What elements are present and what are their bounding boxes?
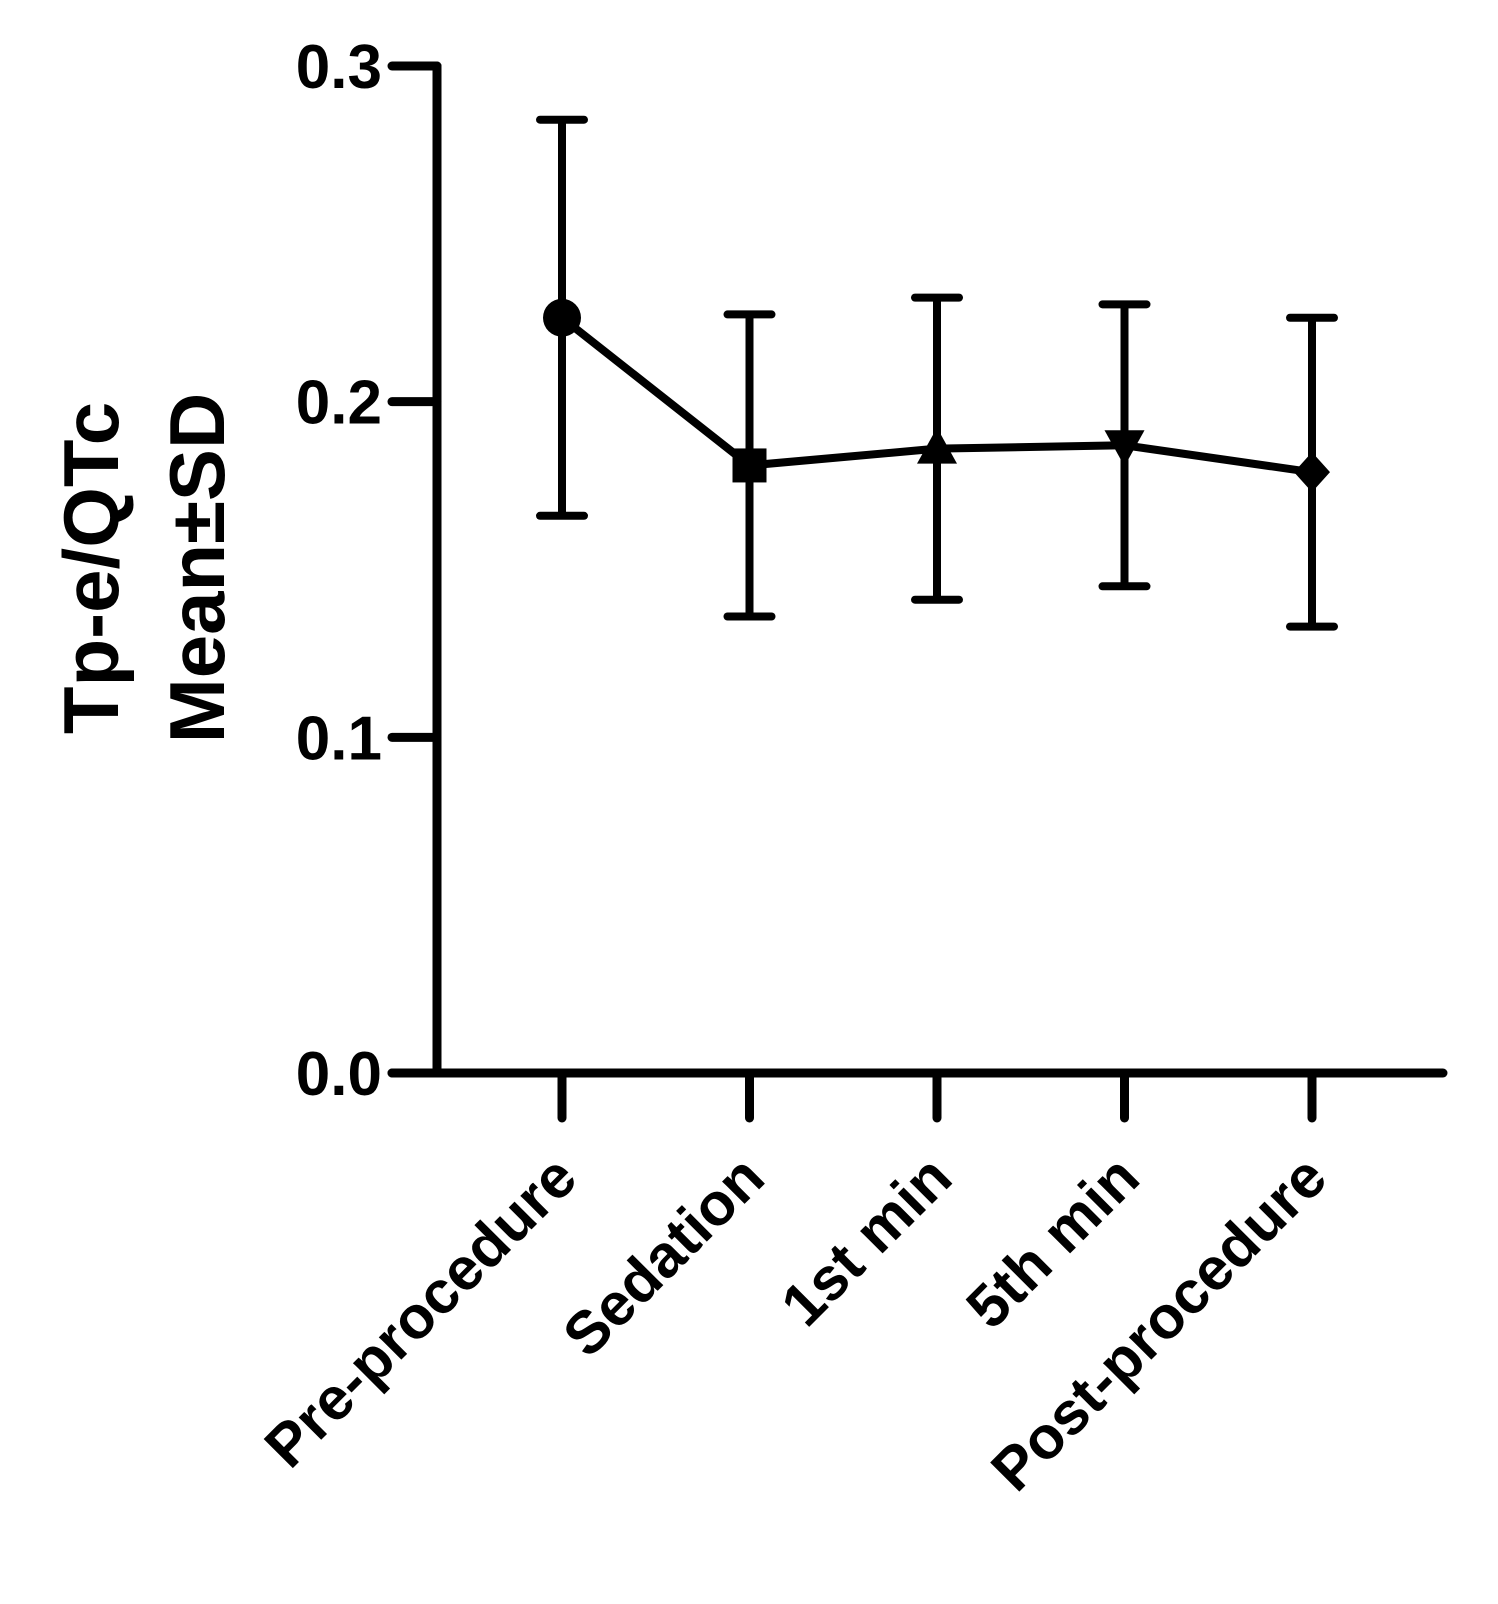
y-axis-title-line-2: Mean±SD — [153, 393, 241, 744]
x-tick-label-1: Sedation — [550, 1143, 777, 1370]
y-tick-label-1: 0.1 — [296, 704, 382, 773]
y-tick-label-2: 0.2 — [296, 369, 382, 438]
x-tick-label-2: 1st min — [768, 1143, 964, 1339]
data-point-0-circle — [543, 298, 581, 337]
data-markers — [543, 298, 1330, 493]
y-ticks: 0.0 0.1 0.2 0.3 — [296, 33, 442, 1109]
data-point-4-diamond — [1294, 452, 1330, 493]
data-point-1-square — [732, 448, 767, 483]
x-tick-label-0: Pre-procedure — [252, 1143, 589, 1480]
data-point-3-triangle-down — [1104, 430, 1145, 467]
data-point-2-triangle-up — [917, 427, 957, 464]
axes — [387, 61, 1448, 1078]
y-tick-label-0: 0.0 — [296, 1040, 382, 1109]
x-tick-label-4: Post-procedure — [978, 1143, 1339, 1504]
y-axis-title: Tp-e/QTc Mean±SD — [47, 393, 241, 744]
error-bars — [536, 115, 1338, 631]
y-tick-label-3: 0.3 — [296, 33, 382, 102]
y-axis-title-line-1: Tp-e/QTc — [47, 402, 135, 734]
